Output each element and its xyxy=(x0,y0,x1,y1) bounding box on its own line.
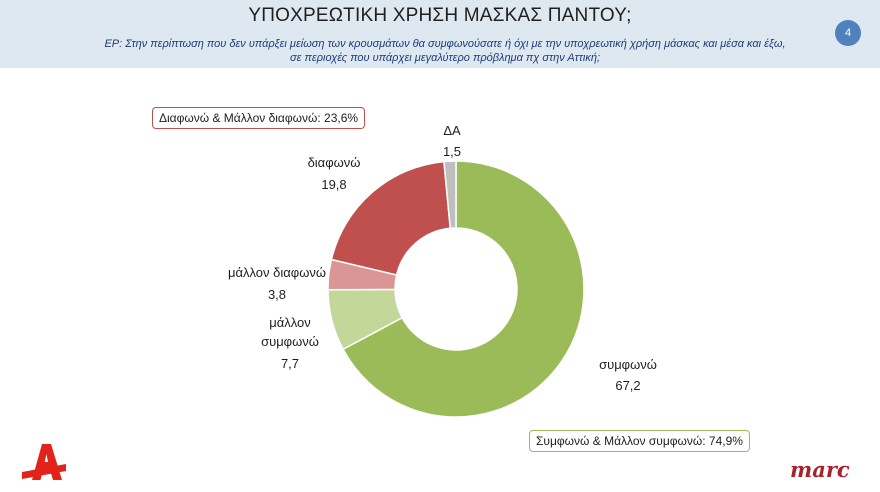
slice-name-rather-agree-line1: μάλλον xyxy=(269,315,311,330)
donut-slice-0 xyxy=(342,160,585,418)
question-line-1: ΕΡ: Στην περίπτωση που δεν υπάρξει μείωσ… xyxy=(104,38,786,50)
slice-name-disagree: διαφωνώ xyxy=(308,155,361,170)
question-text: ΕΡ: Στην περίπτωση που δεν υπάρξει μείωσ… xyxy=(90,37,800,65)
header-band: ΥΠΟΧΡΕΩΤΙΚΗ ΧΡΗΣΗ ΜΑΣΚΑΣ ΠΑΝΤΟΥ; ΕΡ: Στη… xyxy=(0,0,880,68)
alpha-logo-shape xyxy=(22,444,66,480)
slice-value-agree: 67,2 xyxy=(615,378,640,393)
donut-slice-4 xyxy=(443,160,457,230)
marc-logo: marc xyxy=(790,457,850,482)
donut-slice-3 xyxy=(330,160,452,276)
slice-name-rather-agree-line2: συμφωνώ xyxy=(261,334,319,349)
donut-slices xyxy=(327,160,585,418)
slice-name-rather-disagree: μάλλον διαφωνώ xyxy=(228,265,326,280)
slice-value-rather-agree: 7,7 xyxy=(281,356,299,371)
slice-value-dk: 1,5 xyxy=(443,144,461,159)
page-title: ΥΠΟΧΡΕΩΤΙΚΗ ΧΡΗΣΗ ΜΑΣΚΑΣ ΠΑΝΤΟΥ; xyxy=(248,5,632,26)
question-line-2: σε περιοχές που υπάρχει μεγαλύτερο πρόβλ… xyxy=(289,52,601,64)
disagree-total-callout: Διαφωνώ & Μάλλον διαφωνώ: 23,6% xyxy=(152,107,366,129)
alpha-logo-icon xyxy=(18,440,70,489)
agree-total-callout: Συμφωνώ & Μάλλον συμφωνώ: 74,9% xyxy=(529,430,750,452)
slice-value-rather-disagree: 3,8 xyxy=(268,287,286,302)
slice-name-dk: ΔΑ xyxy=(443,123,461,138)
slice-value-disagree: 19,8 xyxy=(321,177,346,192)
slice-name-agree: συμφωνώ xyxy=(599,357,657,372)
page-number-badge: 4 xyxy=(835,20,861,46)
